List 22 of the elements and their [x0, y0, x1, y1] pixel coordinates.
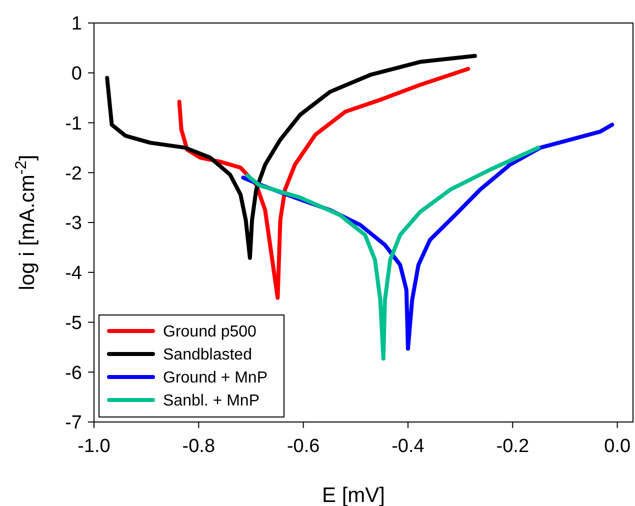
line-series	[177, 66, 470, 300]
y-tick-label: -6	[65, 362, 82, 384]
x-tick-label: -0.8	[182, 436, 216, 457]
y-tick-label: -1	[65, 113, 82, 134]
legend-label: Ground p500	[163, 324, 257, 341]
line-series	[105, 54, 477, 260]
legend-label: Ground + MnP	[163, 370, 268, 387]
y-tick-label: -3	[65, 213, 82, 234]
y-tick-label: -4	[65, 263, 82, 284]
x-tick-label: -0.2	[496, 436, 530, 457]
legend-label: Sanbl. + MnP	[163, 392, 260, 410]
x-tick-label: -0.6	[286, 436, 320, 457]
y-tick-label: 1	[71, 14, 82, 35]
x-tick-label: -1.0	[78, 436, 110, 457]
x-axis-title: E [mV]	[322, 484, 386, 506]
y-tick-label: 0	[71, 64, 82, 85]
legend-label: Sandblasted	[163, 346, 252, 364]
x-tick-label: 0.0	[604, 436, 631, 457]
y-tick-label: -7	[65, 412, 82, 434]
y-tick-label: -2	[65, 163, 82, 184]
y-tick-label: -5	[65, 312, 82, 334]
x-tick-label: -0.4	[392, 436, 425, 457]
